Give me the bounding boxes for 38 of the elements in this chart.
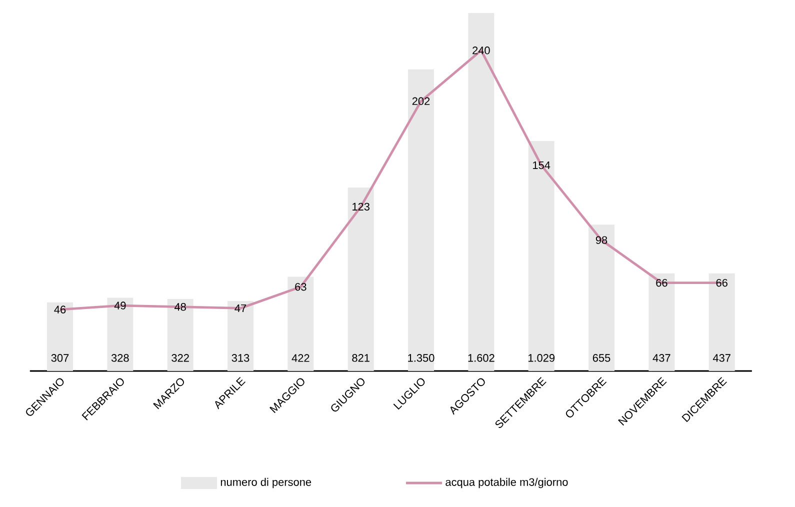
bar	[708, 273, 735, 371]
data-label: 46	[54, 306, 66, 314]
data-label: 49	[114, 302, 126, 310]
bar	[528, 141, 554, 371]
bar	[588, 224, 615, 371]
data-label: 422	[292, 354, 310, 362]
data-label: 66	[716, 278, 728, 287]
data-label: 328	[111, 354, 129, 362]
bar	[288, 276, 314, 371]
data-label: 313	[232, 354, 250, 362]
bar	[348, 188, 374, 371]
data-label: 307	[51, 354, 69, 362]
data-label: 98	[596, 236, 608, 244]
data-label: 1.602	[468, 354, 494, 362]
bar	[408, 69, 434, 371]
bar	[167, 299, 194, 371]
data-label: 154	[533, 161, 550, 170]
data-label: 821	[352, 354, 370, 362]
data-label: 202	[412, 97, 430, 106]
bar	[468, 13, 494, 371]
data-label: 66	[656, 278, 668, 287]
bar	[648, 273, 675, 371]
data-label: 240	[472, 46, 490, 54]
data-label: 63	[295, 282, 306, 291]
bar	[107, 298, 134, 371]
bar	[228, 301, 254, 371]
data-label: 1.029	[528, 354, 555, 362]
data-label: 655	[592, 354, 610, 362]
data-label: 437	[652, 354, 670, 362]
legend-label: numero di persone	[220, 478, 312, 488]
data-label: 1.350	[408, 354, 434, 362]
bar	[47, 302, 73, 371]
data-label: 47	[234, 304, 246, 312]
data-label: 322	[172, 354, 189, 362]
data-label: 48	[174, 303, 186, 311]
legend-label: acqua potabile m3/giorno	[446, 478, 568, 488]
data-label: 123	[352, 202, 370, 211]
data-label: 437	[712, 354, 730, 362]
